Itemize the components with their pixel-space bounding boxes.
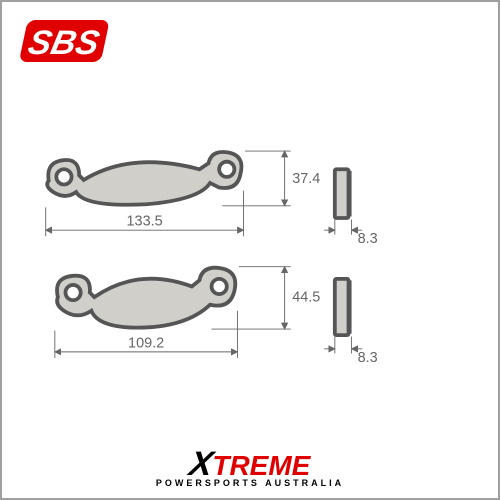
- xtreme-x: X: [187, 449, 215, 480]
- sbs-text: SBS: [25, 24, 103, 62]
- dim-top-height-text: 37.4: [292, 171, 320, 187]
- technical-drawing: 133.5 37.4 8.3 109.2 44.5: [32, 112, 382, 432]
- bottom-pad: [57, 268, 235, 328]
- top-pad: [47, 152, 241, 205]
- sbs-logo-svg: SBS: [14, 14, 114, 74]
- dim-bot-width-text: 109.2: [128, 335, 164, 351]
- xtreme-main: XTREME: [156, 449, 344, 480]
- top-pad-profile: [335, 169, 352, 218]
- dim-top-thick: 8.3: [324, 220, 378, 248]
- dim-top-width-text: 133.5: [127, 214, 163, 230]
- sbs-logo: SBS: [14, 14, 114, 79]
- dim-top-thick-text: 8.3: [358, 231, 378, 247]
- dim-bot-height-text: 44.5: [292, 290, 320, 306]
- dim-bot-thick: 8.3: [324, 337, 378, 366]
- xtreme-logo: XTREME POWERSPORTS AUSTRALIA: [156, 449, 344, 488]
- xtreme-treme: TREME: [212, 450, 310, 481]
- bottom-pad-profile: [335, 279, 352, 335]
- dim-bot-thick-text: 8.3: [358, 350, 378, 366]
